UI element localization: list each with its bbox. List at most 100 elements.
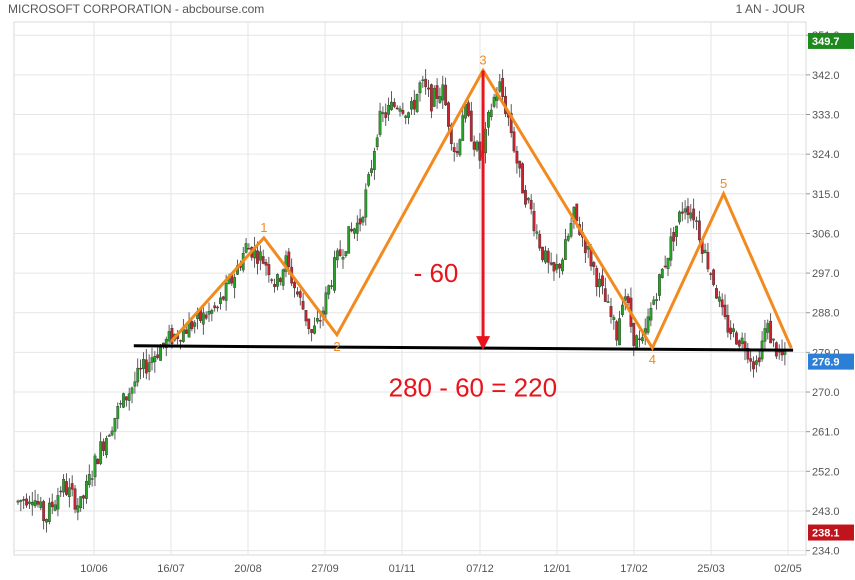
candle-body xyxy=(512,131,516,152)
x-tick-label: 27/09 xyxy=(311,563,339,575)
candle-body xyxy=(737,340,741,347)
candle-body xyxy=(447,102,450,127)
candle-body xyxy=(76,505,80,513)
candle-body xyxy=(561,259,564,272)
pattern-point-label: 1 xyxy=(260,220,267,235)
candle-body xyxy=(387,104,391,115)
candle-body xyxy=(609,306,613,317)
candle-body xyxy=(87,474,91,486)
candle-body xyxy=(295,291,299,295)
y-tick-label: 306.0 xyxy=(812,228,840,240)
candle-body xyxy=(193,322,197,327)
neckline xyxy=(133,344,794,352)
candle-body xyxy=(410,101,413,110)
candle-body xyxy=(769,320,773,344)
candle-body xyxy=(39,501,43,508)
candle-body xyxy=(298,291,302,298)
candle-body xyxy=(341,257,345,260)
price-badge-label: 276.9 xyxy=(812,357,840,369)
candle-body xyxy=(552,262,556,272)
candle-body xyxy=(683,208,687,213)
candle-body xyxy=(258,251,262,261)
candle-body xyxy=(221,296,225,300)
candle-body xyxy=(623,296,627,301)
candle-body xyxy=(706,252,710,270)
candle-body xyxy=(116,406,120,419)
candle-body xyxy=(569,223,573,237)
candle-body xyxy=(350,228,353,232)
candle-body xyxy=(458,139,462,156)
candlesticks xyxy=(16,69,787,533)
candle-body xyxy=(164,339,168,349)
candle-body xyxy=(669,236,673,261)
candle-body xyxy=(740,337,744,344)
candle-body xyxy=(127,393,131,401)
x-tick-label: 16/07 xyxy=(157,563,185,575)
plot-frame xyxy=(13,21,807,556)
candle-body xyxy=(509,112,513,134)
target-arrow-head xyxy=(476,336,491,351)
candle-body xyxy=(498,81,502,92)
candle-body xyxy=(50,501,54,508)
candle-body xyxy=(444,84,448,106)
candle-body xyxy=(104,438,108,456)
candle-body xyxy=(210,309,214,314)
candle-body xyxy=(489,109,493,117)
price-badge xyxy=(808,32,854,49)
candle-body xyxy=(273,283,276,287)
candle-body xyxy=(381,112,385,114)
candle-body xyxy=(102,441,105,451)
candle-body xyxy=(729,327,733,334)
candle-body xyxy=(82,495,85,499)
candle-body xyxy=(361,216,365,223)
candle-body xyxy=(492,96,496,107)
candle-body xyxy=(53,504,57,511)
candle-body xyxy=(390,101,393,110)
candle-body xyxy=(735,332,738,345)
candle-body xyxy=(712,269,716,285)
candle-body xyxy=(703,249,707,254)
candle-body xyxy=(752,361,755,370)
y-tick-label: 261.0 xyxy=(812,427,840,439)
candle-body xyxy=(757,357,761,363)
candle-body xyxy=(412,99,416,110)
candle-body xyxy=(384,112,388,118)
candle-body xyxy=(301,301,305,310)
candle-body xyxy=(526,197,530,201)
candle-body xyxy=(672,232,676,242)
candle-body xyxy=(159,347,162,361)
candle-body xyxy=(113,417,117,432)
candle-body xyxy=(28,501,31,504)
candle-body xyxy=(717,296,721,302)
candle-body xyxy=(122,393,125,408)
x-tick-label: 10/06 xyxy=(80,563,108,575)
candle-body xyxy=(378,110,382,135)
candle-body xyxy=(666,257,670,269)
y-tick-label: 288.0 xyxy=(812,308,840,320)
y-tick-label: 342.0 xyxy=(812,70,840,82)
candle-body xyxy=(335,250,339,261)
y-tick-label: 234.0 xyxy=(812,546,840,558)
candle-body xyxy=(478,141,482,161)
candle-body xyxy=(130,387,134,394)
candle-body xyxy=(467,102,470,116)
candle-body xyxy=(344,251,348,257)
candle-body xyxy=(615,321,619,341)
candle-body xyxy=(549,262,553,265)
candle-body xyxy=(96,458,100,465)
candle-body xyxy=(472,141,476,150)
candle-body xyxy=(107,435,111,437)
candle-body xyxy=(370,168,373,173)
candle-body xyxy=(307,318,311,330)
candle-body xyxy=(435,85,439,99)
candle-body xyxy=(150,357,154,363)
y-tick-label: 324.0 xyxy=(812,149,840,161)
candle-body xyxy=(184,329,188,334)
candle-body xyxy=(689,212,693,219)
candle-body xyxy=(626,296,630,303)
annotation-text: - 60 xyxy=(414,258,459,288)
y-tick-label: 252.0 xyxy=(812,466,840,478)
candle-body xyxy=(663,265,667,268)
pattern-line xyxy=(170,67,793,352)
candle-body xyxy=(318,319,322,322)
